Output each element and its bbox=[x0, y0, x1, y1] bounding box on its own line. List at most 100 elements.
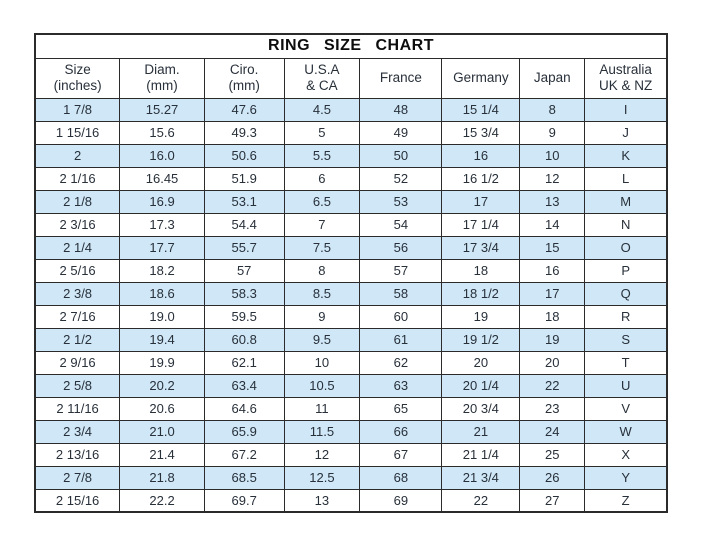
cell-size-inches: 2 bbox=[34, 143, 121, 168]
cell-australia-uk-nz: Z bbox=[584, 488, 668, 513]
column-header-japan: Japan bbox=[519, 57, 586, 99]
table-row: 2 7/8 21.8 68.5 12.5 68 21 3/4 26 Y bbox=[34, 465, 668, 490]
cell-ciro-mm: 69.7 bbox=[203, 488, 285, 513]
cell-diam-mm: 21.0 bbox=[119, 419, 205, 444]
cell-ciro-mm: 65.9 bbox=[203, 419, 285, 444]
cell-usa-ca: 5.5 bbox=[283, 143, 361, 168]
cell-diam-mm: 16.9 bbox=[119, 189, 205, 214]
cell-diam-mm: 17.3 bbox=[119, 212, 205, 237]
cell-australia-uk-nz: L bbox=[584, 166, 668, 191]
cell-diam-mm: 21.4 bbox=[119, 442, 205, 467]
cell-germany: 21 3/4 bbox=[441, 465, 521, 490]
cell-japan: 20 bbox=[519, 350, 586, 375]
cell-size-inches: 1 15/16 bbox=[34, 120, 121, 145]
cell-diam-mm: 15.6 bbox=[119, 120, 205, 145]
cell-japan: 25 bbox=[519, 442, 586, 467]
cell-france: 58 bbox=[359, 281, 443, 306]
cell-usa-ca: 11 bbox=[283, 396, 361, 421]
column-header-ciro-mm: Ciro. (mm) bbox=[203, 57, 285, 99]
cell-australia-uk-nz: J bbox=[584, 120, 668, 145]
cell-japan: 27 bbox=[519, 488, 586, 513]
cell-germany: 20 3/4 bbox=[441, 396, 521, 421]
column-header-australia-uk-nz: Australia UK & NZ bbox=[584, 57, 668, 99]
cell-usa-ca: 12.5 bbox=[283, 465, 361, 490]
cell-diam-mm: 22.2 bbox=[119, 488, 205, 513]
cell-diam-mm: 19.0 bbox=[119, 304, 205, 329]
cell-diam-mm: 15.27 bbox=[119, 97, 205, 122]
cell-usa-ca: 9 bbox=[283, 304, 361, 329]
cell-germany: 19 1/2 bbox=[441, 327, 521, 352]
table-row: 1 15/16 15.6 49.3 5 49 15 3/4 9 J bbox=[34, 120, 668, 145]
cell-germany: 17 3/4 bbox=[441, 235, 521, 260]
cell-ciro-mm: 67.2 bbox=[203, 442, 285, 467]
cell-japan: 8 bbox=[519, 97, 586, 122]
cell-diam-mm: 20.6 bbox=[119, 396, 205, 421]
cell-ciro-mm: 55.7 bbox=[203, 235, 285, 260]
column-header-germany: Germany bbox=[441, 57, 521, 99]
cell-australia-uk-nz: O bbox=[584, 235, 668, 260]
cell-usa-ca: 6.5 bbox=[283, 189, 361, 214]
column-header-diam-mm: Diam. (mm) bbox=[119, 57, 205, 99]
cell-ciro-mm: 53.1 bbox=[203, 189, 285, 214]
cell-usa-ca: 7.5 bbox=[283, 235, 361, 260]
cell-japan: 16 bbox=[519, 258, 586, 283]
cell-ciro-mm: 47.6 bbox=[203, 97, 285, 122]
cell-size-inches: 2 5/16 bbox=[34, 258, 121, 283]
cell-australia-uk-nz: U bbox=[584, 373, 668, 398]
cell-germany: 18 bbox=[441, 258, 521, 283]
table-row: 2 3/16 17.3 54.4 7 54 17 1/4 14 N bbox=[34, 212, 668, 237]
table-row: 2 1/8 16.9 53.1 6.5 53 17 13 M bbox=[34, 189, 668, 214]
table-row: 2 11/16 20.6 64.6 11 65 20 3/4 23 V bbox=[34, 396, 668, 421]
cell-germany: 16 1/2 bbox=[441, 166, 521, 191]
cell-ciro-mm: 58.3 bbox=[203, 281, 285, 306]
cell-germany: 18 1/2 bbox=[441, 281, 521, 306]
cell-usa-ca: 10.5 bbox=[283, 373, 361, 398]
cell-ciro-mm: 60.8 bbox=[203, 327, 285, 352]
cell-france: 57 bbox=[359, 258, 443, 283]
cell-japan: 23 bbox=[519, 396, 586, 421]
table-row: 2 3/8 18.6 58.3 8.5 58 18 1/2 17 Q bbox=[34, 281, 668, 306]
cell-usa-ca: 4.5 bbox=[283, 97, 361, 122]
cell-france: 65 bbox=[359, 396, 443, 421]
cell-france: 50 bbox=[359, 143, 443, 168]
cell-japan: 22 bbox=[519, 373, 586, 398]
cell-japan: 15 bbox=[519, 235, 586, 260]
cell-ciro-mm: 54.4 bbox=[203, 212, 285, 237]
cell-germany: 21 bbox=[441, 419, 521, 444]
cell-germany: 20 1/4 bbox=[441, 373, 521, 398]
cell-size-inches: 2 3/16 bbox=[34, 212, 121, 237]
cell-size-inches: 1 7/8 bbox=[34, 97, 121, 122]
cell-size-inches: 2 9/16 bbox=[34, 350, 121, 375]
table-row: 2 7/16 19.0 59.5 9 60 19 18 R bbox=[34, 304, 668, 329]
cell-usa-ca: 9.5 bbox=[283, 327, 361, 352]
cell-usa-ca: 6 bbox=[283, 166, 361, 191]
cell-ciro-mm: 62.1 bbox=[203, 350, 285, 375]
cell-australia-uk-nz: Y bbox=[584, 465, 668, 490]
cell-france: 56 bbox=[359, 235, 443, 260]
table-row: 2 16.0 50.6 5.5 50 16 10 K bbox=[34, 143, 668, 168]
cell-ciro-mm: 59.5 bbox=[203, 304, 285, 329]
cell-usa-ca: 5 bbox=[283, 120, 361, 145]
table-row: 2 13/16 21.4 67.2 12 67 21 1/4 25 X bbox=[34, 442, 668, 467]
table-row: 2 15/16 22.2 69.7 13 69 22 27 Z bbox=[34, 488, 668, 513]
cell-usa-ca: 8 bbox=[283, 258, 361, 283]
cell-france: 62 bbox=[359, 350, 443, 375]
table-row: 2 5/16 18.2 57 8 57 18 16 P bbox=[34, 258, 668, 283]
cell-japan: 14 bbox=[519, 212, 586, 237]
cell-france: 69 bbox=[359, 488, 443, 513]
cell-japan: 18 bbox=[519, 304, 586, 329]
cell-ciro-mm: 51.9 bbox=[203, 166, 285, 191]
cell-france: 49 bbox=[359, 120, 443, 145]
cell-australia-uk-nz: N bbox=[584, 212, 668, 237]
cell-australia-uk-nz: I bbox=[584, 97, 668, 122]
cell-diam-mm: 19.4 bbox=[119, 327, 205, 352]
cell-australia-uk-nz: X bbox=[584, 442, 668, 467]
cell-france: 61 bbox=[359, 327, 443, 352]
cell-japan: 9 bbox=[519, 120, 586, 145]
cell-size-inches: 2 1/4 bbox=[34, 235, 121, 260]
cell-france: 66 bbox=[359, 419, 443, 444]
cell-australia-uk-nz: Q bbox=[584, 281, 668, 306]
cell-japan: 13 bbox=[519, 189, 586, 214]
cell-germany: 17 1/4 bbox=[441, 212, 521, 237]
cell-germany: 21 1/4 bbox=[441, 442, 521, 467]
